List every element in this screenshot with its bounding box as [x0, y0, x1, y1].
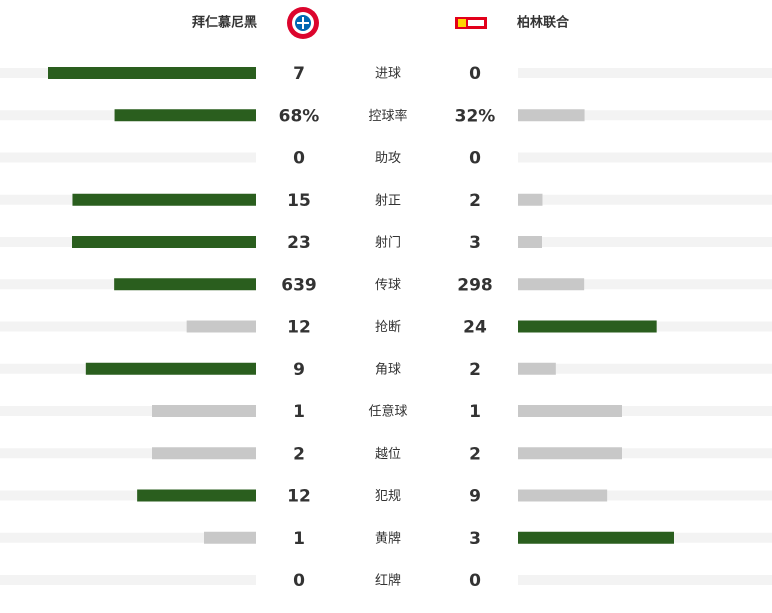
away-bar [518, 109, 585, 122]
home-value: 9 [293, 360, 305, 380]
home-bar [72, 193, 257, 206]
away-value: 2 [469, 360, 481, 380]
away-value: 3 [469, 529, 481, 549]
stat-label: 助攻 [375, 151, 401, 166]
home-value: 639 [281, 275, 317, 295]
away-track [518, 110, 772, 121]
home-track [0, 532, 256, 543]
stat-label: 进球 [375, 67, 401, 82]
stat-label: 射正 [375, 192, 401, 208]
home-value: 0 [293, 571, 305, 591]
stat-label: 越位 [375, 447, 401, 462]
away-bar [518, 447, 622, 460]
home-value: 0 [293, 149, 305, 169]
away-bar [518, 236, 542, 248]
home-value: 2 [293, 444, 305, 464]
stat-label: 传球 [375, 278, 401, 293]
home-value: 7 [293, 64, 305, 84]
away-value: 2 [469, 191, 481, 211]
away-track [518, 363, 772, 374]
away-bar [518, 278, 585, 291]
stat-label: 控球率 [368, 108, 407, 124]
home-logo [287, 7, 319, 39]
away-team-name: 柏林联合 [517, 15, 570, 31]
away-track [518, 279, 772, 290]
home-value: 1 [293, 529, 305, 549]
home-value: 68% [279, 106, 320, 126]
home-bar [85, 362, 257, 375]
home-value: 23 [287, 233, 311, 253]
stat-label: 射门 [375, 235, 401, 251]
away-value: 9 [469, 487, 481, 507]
stat-label: 角球 [375, 362, 401, 377]
away-track [518, 152, 772, 163]
stat-label: 抢断 [375, 319, 401, 335]
away-value: 32% [455, 106, 496, 126]
home-bar [114, 278, 256, 291]
home-track [0, 575, 256, 585]
away-track [518, 194, 772, 205]
home-track [0, 321, 256, 332]
home-bar [152, 405, 256, 417]
stat-label: 犯规 [375, 489, 401, 504]
home-team-name: 拜仁慕尼黑 [192, 15, 257, 31]
stat-label: 红牌 [375, 573, 401, 589]
home-bar [152, 447, 256, 460]
away-bar [518, 531, 674, 544]
away-value: 3 [469, 233, 481, 253]
home-bar [186, 320, 256, 333]
away-value: 0 [469, 149, 481, 169]
away-bar [518, 405, 622, 417]
away-value: 24 [463, 318, 487, 338]
stat-label: 黄牌 [375, 530, 401, 546]
home-bar [137, 489, 256, 502]
home-bar [48, 67, 256, 79]
home-track [0, 448, 256, 459]
away-logo [455, 17, 487, 29]
away-value: 1 [469, 402, 481, 422]
home-track [0, 406, 256, 416]
away-value: 2 [469, 444, 481, 464]
away-bar [518, 193, 543, 206]
home-bar [114, 109, 256, 122]
home-track [0, 490, 256, 501]
home-value: 1 [293, 402, 305, 422]
away-bar [518, 489, 608, 502]
home-value: 12 [287, 487, 311, 507]
away-value: 0 [469, 64, 481, 84]
home-bar [204, 531, 256, 544]
away-track [518, 575, 772, 585]
home-bar [72, 236, 256, 248]
away-bar [518, 320, 657, 333]
away-track [518, 237, 772, 247]
home-value: 12 [287, 318, 311, 338]
home-track [0, 152, 256, 163]
away-value: 0 [469, 571, 481, 591]
away-track [518, 448, 772, 459]
away-track [518, 490, 772, 501]
away-bar [518, 362, 556, 375]
away-value: 298 [457, 275, 493, 295]
stat-label: 任意球 [368, 404, 407, 420]
away-track [518, 68, 772, 78]
home-value: 15 [287, 191, 311, 211]
away-track [518, 406, 772, 416]
